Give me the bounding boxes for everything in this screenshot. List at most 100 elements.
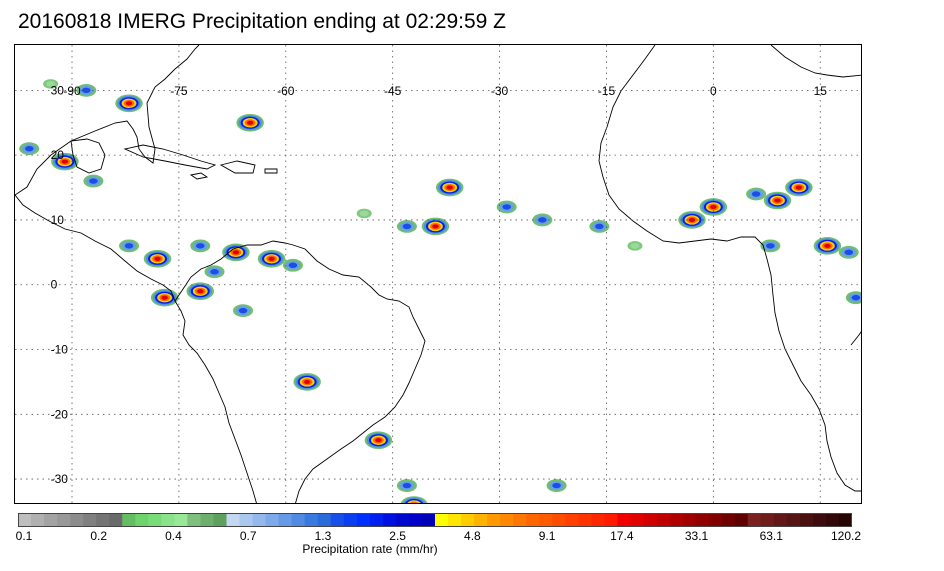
colorbar-swatch [317, 513, 332, 527]
colorbar-tick-label: 0.7 [239, 529, 257, 543]
precip-blob [413, 502, 415, 503]
colorbar-swatch [369, 513, 384, 527]
colorbar-swatch [213, 513, 227, 527]
precip-blob [766, 243, 775, 249]
precip-blob [24, 145, 34, 152]
longitude-label: -15 [598, 84, 616, 98]
colorbar-swatch [278, 513, 293, 527]
colorbar-swatch [187, 513, 201, 527]
colorbar-swatch [474, 513, 488, 527]
precip-cell [222, 243, 250, 262]
precip-blob [751, 191, 761, 197]
coastline-puerto-rico [264, 168, 278, 174]
precip-cell [236, 113, 264, 132]
precip-cell [396, 220, 417, 233]
precipitation-map: -90 -75 -60 -45 -30 -15 0 15 30 20 10 0 -10 -20 -30 [14, 44, 862, 504]
colorbar-swatch [825, 513, 840, 527]
colorbar-swatch [57, 513, 71, 527]
precip-blob [375, 438, 382, 443]
graticule [15, 45, 861, 503]
precip-blob [61, 159, 69, 164]
precip-blob [595, 223, 604, 230]
precip-blob [238, 307, 248, 314]
precip-cell [43, 79, 59, 89]
colorbar-swatch [526, 513, 540, 527]
colorbar-tick-label: 120.2 [830, 529, 862, 543]
colorbar-swatch [435, 513, 449, 527]
coastline-layer [15, 45, 861, 503]
coastline-yucatan [70, 138, 106, 174]
precipitation-layer [19, 79, 861, 503]
precip-cell [293, 373, 321, 391]
colorbar-swatch [174, 513, 188, 527]
map-title: 20160818 IMERG Precipitation ending at 0… [18, 10, 506, 33]
precip-blob [288, 262, 298, 269]
precip-blob [161, 295, 168, 300]
precip-cell [589, 220, 610, 233]
colorbar-swatch [695, 513, 710, 527]
precip-blob [46, 80, 56, 87]
colorbar-swatch [838, 513, 852, 527]
precip-cell [400, 496, 428, 503]
precip-blob [268, 256, 275, 261]
colorbar-swatch [83, 513, 97, 527]
colorbar-swatch [630, 513, 644, 527]
colorbar-tick-label: 33.1 [684, 529, 709, 543]
colorbar-tick-label: 0.2 [90, 529, 108, 543]
colorbar-tick-label: 63.1 [759, 529, 783, 543]
latitude-label: -20 [51, 407, 69, 421]
precip-blob [81, 87, 91, 94]
colorbar-swatch [552, 513, 566, 527]
colorbar-tick-label: 0.4 [165, 529, 182, 543]
precip-cell [257, 250, 286, 268]
latitude-label: 10 [51, 213, 65, 227]
precip-blob [432, 224, 439, 229]
precip-blob [844, 249, 854, 256]
precip-blob [359, 210, 369, 217]
precip-blob [154, 256, 161, 261]
colorbar-swatch [395, 513, 410, 527]
colorbar-swatch [226, 513, 241, 527]
longitude-label: -75 [170, 84, 188, 98]
colorbar-swatch [721, 513, 736, 527]
precip-cell [845, 291, 861, 305]
precip-blob [824, 243, 831, 248]
precip-blob [502, 204, 511, 210]
precip-cell [19, 142, 40, 156]
coastline-central-america [15, 194, 294, 302]
precip-cell [763, 191, 792, 210]
colorbar-swatch [109, 513, 123, 527]
precip-blob [402, 223, 412, 230]
precip-cell [760, 239, 781, 253]
latitude-label: 30 [51, 83, 65, 97]
coastline-africa [598, 45, 861, 492]
colorbar-swatch [265, 513, 280, 527]
precip-blob [210, 269, 219, 275]
colorbar-swatch [656, 513, 671, 527]
colorbar-swatch [604, 513, 618, 527]
colorbar-tick-label: 9.1 [538, 529, 556, 543]
colorbar-swatch [812, 513, 827, 527]
precip-cell [356, 208, 372, 219]
colorbar-swatch [487, 513, 501, 527]
colorbar-swatch [539, 513, 553, 527]
colorbar-swatch [669, 513, 684, 527]
colorbar-swatch [18, 513, 32, 527]
colorbar-swatch [343, 513, 358, 527]
precip-blob [246, 120, 254, 125]
colorbar-swatch [461, 513, 475, 527]
colorbar-swatch [122, 513, 136, 527]
precip-cell [51, 152, 79, 171]
precip-cell [627, 241, 643, 251]
precip-blob [409, 501, 419, 503]
precip-cell [838, 245, 859, 259]
colorbar-swatch [565, 513, 579, 527]
latitude-label: -10 [51, 343, 69, 357]
colorbar [18, 513, 852, 527]
colorbar-swatch [799, 513, 814, 527]
coastline-hispaniola [219, 160, 256, 174]
precip-cell [546, 479, 567, 492]
precip-blob [446, 185, 453, 190]
colorbar-swatch [200, 513, 214, 527]
longitude-label: -60 [277, 84, 295, 98]
